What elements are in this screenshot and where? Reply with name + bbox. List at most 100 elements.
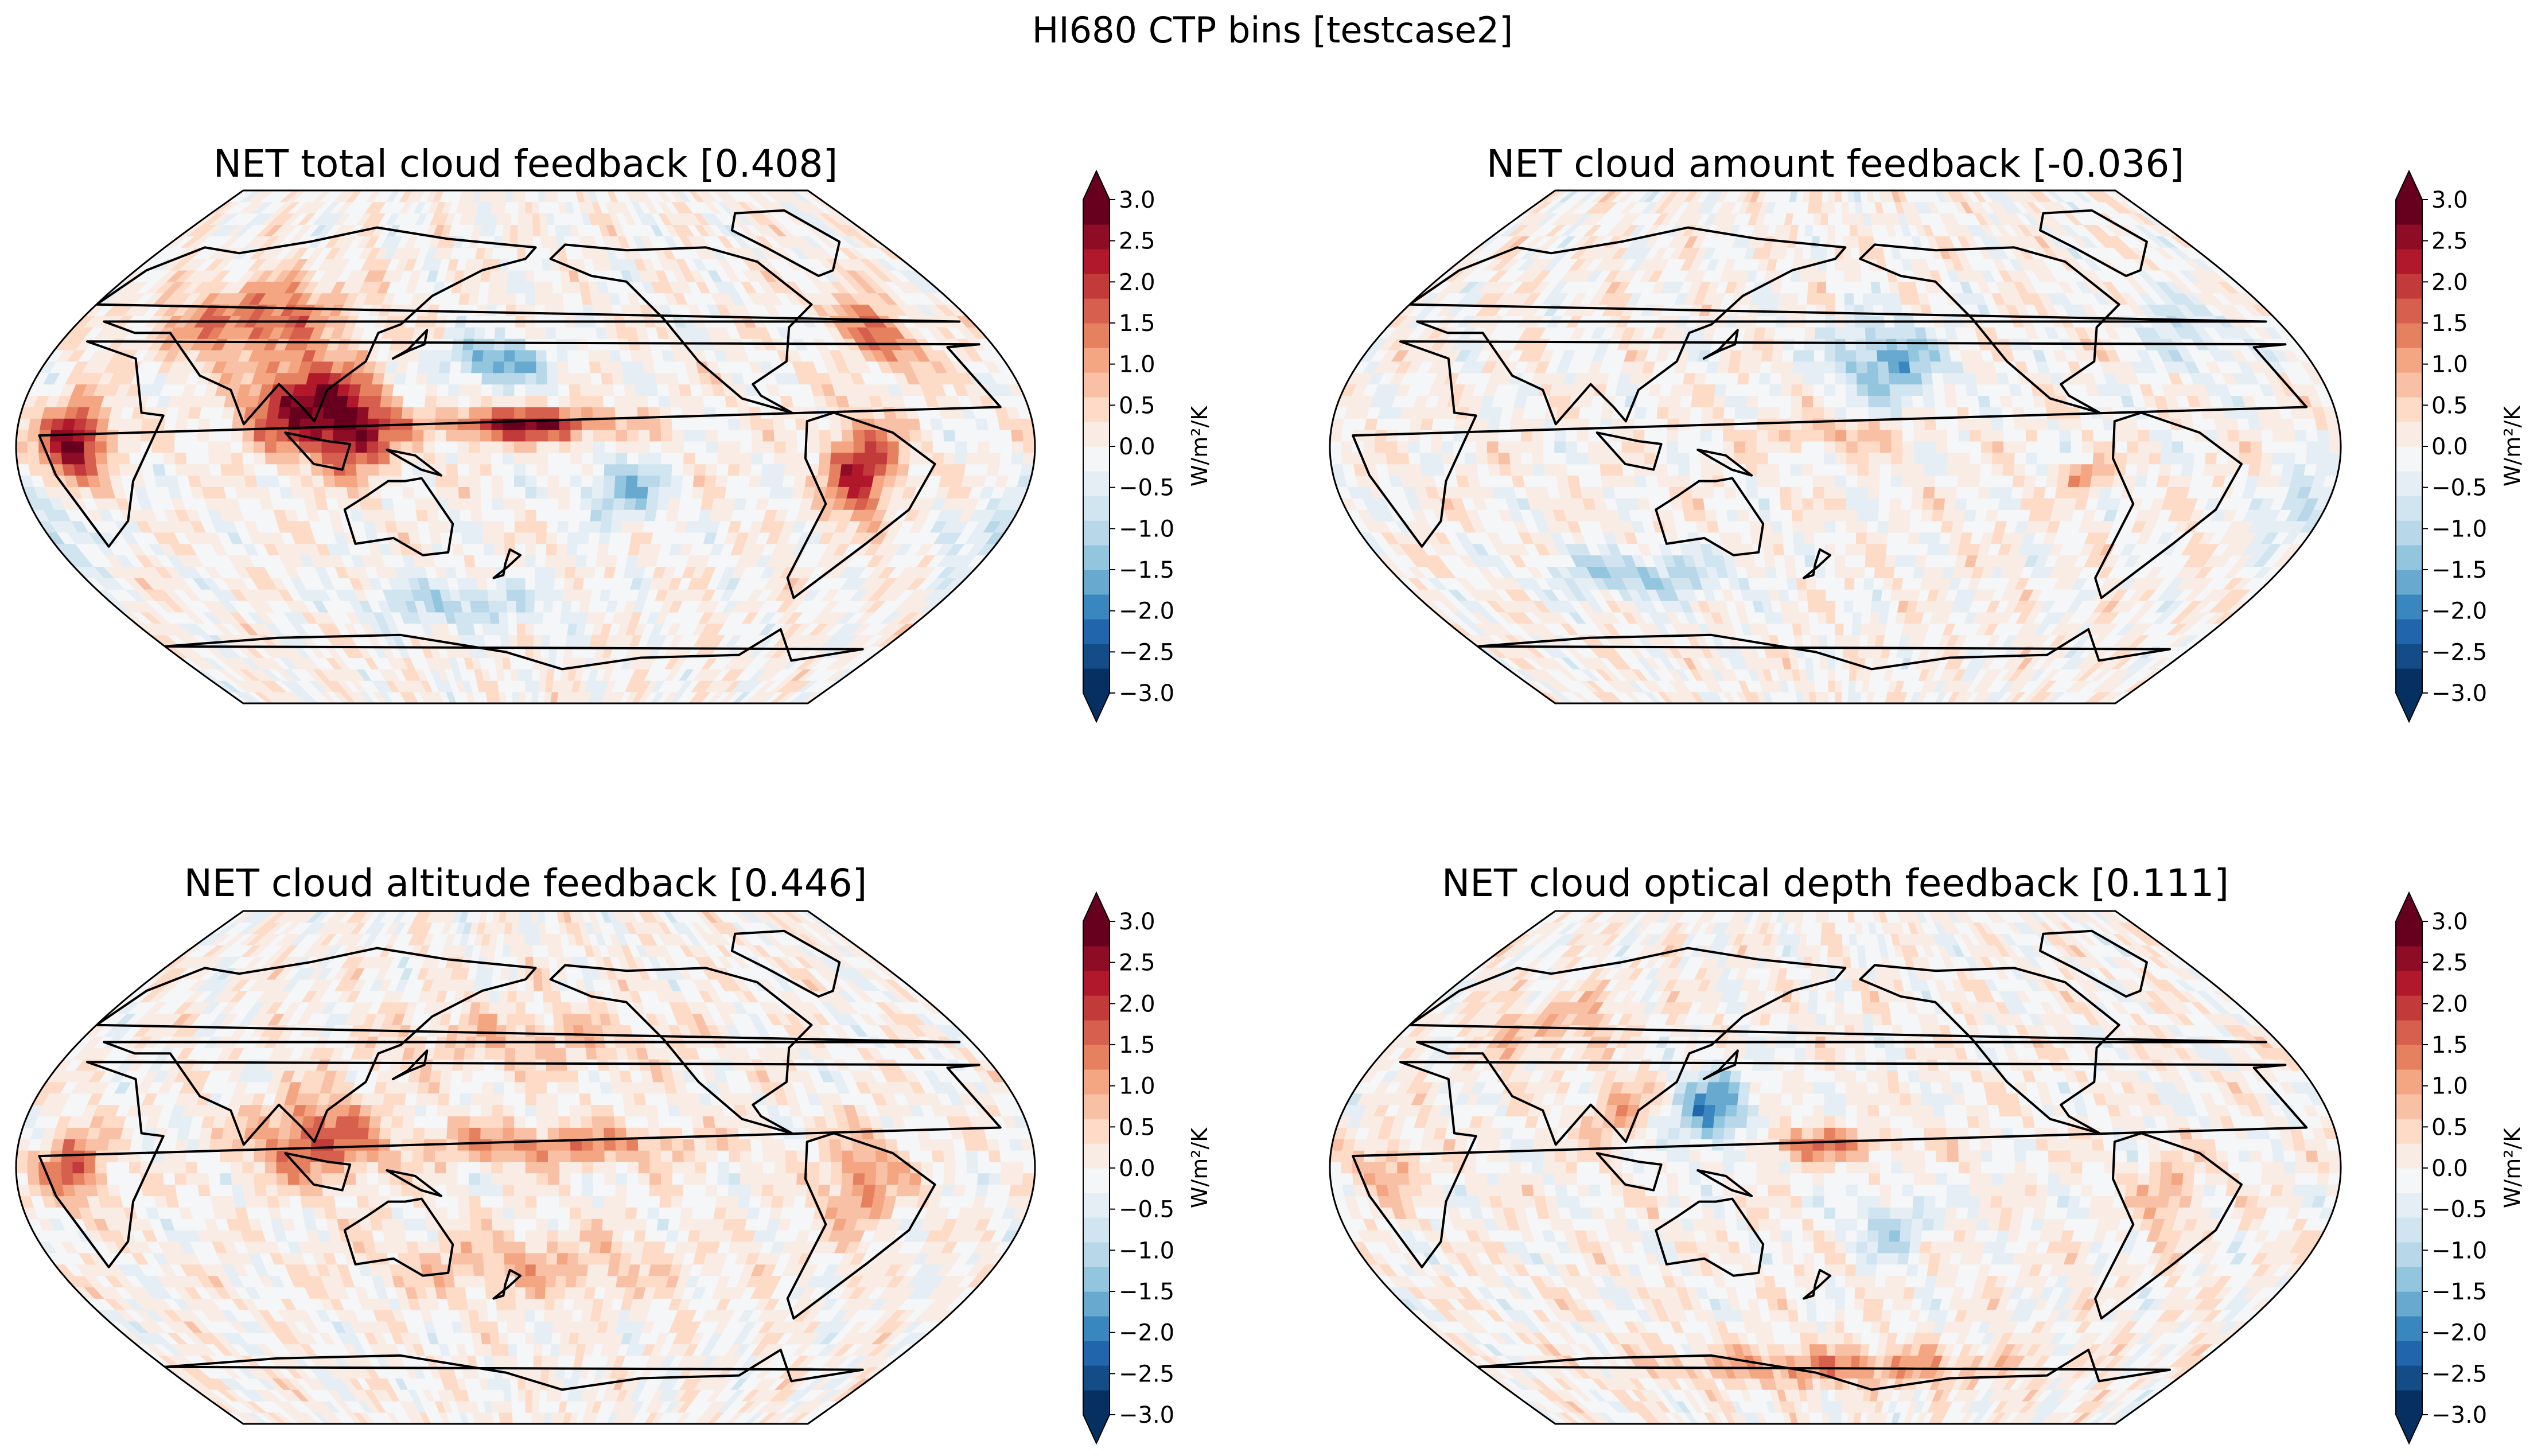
field-cell bbox=[567, 532, 579, 544]
field-cell bbox=[932, 441, 945, 453]
field-cell bbox=[598, 532, 611, 544]
field-cell bbox=[716, 464, 729, 476]
field-cell bbox=[413, 395, 426, 407]
field-cell bbox=[658, 395, 671, 407]
field-cell bbox=[302, 486, 316, 499]
field-cell bbox=[1861, 612, 1871, 624]
field-cell bbox=[457, 407, 470, 419]
field-cell bbox=[612, 509, 625, 521]
field-cell bbox=[185, 441, 198, 453]
field-cell bbox=[649, 464, 661, 476]
field-cell bbox=[713, 395, 727, 407]
field-cell bbox=[458, 589, 470, 601]
field-cell bbox=[581, 464, 594, 476]
field-cell bbox=[440, 349, 453, 362]
field-cell bbox=[536, 475, 548, 487]
field-cell bbox=[988, 452, 1002, 465]
field-cell bbox=[1841, 691, 1849, 703]
field-cell bbox=[525, 464, 538, 476]
field-cell bbox=[898, 452, 911, 465]
field-cell bbox=[118, 418, 133, 430]
field-cell bbox=[672, 452, 684, 465]
field-cell bbox=[367, 429, 379, 442]
field-cell bbox=[525, 691, 533, 703]
colorbar-unit-label: W/m²/K bbox=[1187, 406, 1212, 486]
field-cell bbox=[761, 418, 775, 430]
field-cell bbox=[525, 384, 537, 396]
field-cell bbox=[482, 520, 494, 533]
field-cell bbox=[525, 452, 538, 465]
field-cell bbox=[321, 452, 334, 465]
field-cell bbox=[446, 464, 458, 476]
field-cell bbox=[484, 555, 496, 567]
field-cell bbox=[525, 589, 536, 601]
field-cell bbox=[370, 384, 384, 396]
field-cell bbox=[517, 247, 526, 259]
field-cell bbox=[975, 464, 989, 476]
field-cell bbox=[1822, 691, 1830, 703]
field-cell bbox=[448, 372, 461, 385]
field-cell bbox=[477, 293, 489, 305]
field-cell bbox=[406, 361, 419, 373]
field-cell bbox=[851, 464, 865, 476]
field-cell bbox=[907, 464, 921, 476]
field-cell bbox=[551, 612, 562, 624]
field-cell bbox=[610, 520, 624, 533]
field-cell bbox=[570, 441, 582, 453]
field-cell bbox=[626, 418, 639, 430]
field-cell bbox=[536, 395, 548, 407]
field-cell bbox=[483, 543, 495, 556]
field-cell bbox=[513, 429, 526, 442]
field-cell bbox=[1859, 623, 1870, 636]
field-cell bbox=[954, 429, 967, 442]
field-cell bbox=[1769, 589, 1781, 601]
field-cell bbox=[853, 452, 866, 465]
field-cell bbox=[1835, 691, 1842, 703]
colorbar-under-triangle bbox=[1083, 693, 1110, 722]
field-cell bbox=[1808, 612, 1819, 624]
field-cell bbox=[335, 395, 349, 407]
field-cell bbox=[558, 407, 571, 419]
field-cell bbox=[458, 395, 470, 407]
field-cell bbox=[538, 680, 547, 692]
field-cell bbox=[622, 372, 636, 385]
field-cell bbox=[642, 361, 656, 373]
field-cell bbox=[383, 509, 396, 521]
field-cell bbox=[1844, 589, 1855, 601]
field-cell bbox=[525, 395, 537, 407]
field-cell bbox=[355, 441, 368, 453]
field-cell bbox=[276, 441, 289, 453]
field-cell bbox=[107, 464, 121, 476]
field-cell bbox=[819, 429, 832, 442]
field-cell bbox=[1853, 600, 1863, 613]
field-cell bbox=[487, 293, 499, 305]
field-cell bbox=[505, 578, 516, 590]
field-cell bbox=[541, 634, 551, 647]
field-cell bbox=[392, 498, 406, 510]
field-cell bbox=[920, 429, 933, 442]
field-cell bbox=[469, 464, 481, 476]
field-cell bbox=[502, 224, 511, 236]
field-cell bbox=[864, 452, 877, 465]
field-cell bbox=[84, 441, 96, 453]
field-cell bbox=[592, 475, 605, 487]
field-cell bbox=[532, 224, 542, 236]
field-cell bbox=[976, 429, 990, 442]
field-cell bbox=[746, 486, 761, 499]
field-cell bbox=[437, 372, 450, 385]
field-cell bbox=[368, 475, 381, 487]
field-cell bbox=[401, 464, 414, 476]
field-cell bbox=[435, 395, 449, 407]
field-cell bbox=[706, 429, 718, 442]
field-cell bbox=[515, 555, 526, 567]
field-cell bbox=[1011, 452, 1024, 465]
field-cell bbox=[885, 464, 899, 476]
field-cell bbox=[525, 338, 536, 351]
field-cell bbox=[737, 475, 751, 487]
field-cell bbox=[567, 361, 580, 373]
field-cell bbox=[535, 349, 547, 362]
field-cell bbox=[542, 623, 552, 636]
field-cell bbox=[853, 429, 866, 442]
field-cell bbox=[558, 384, 570, 396]
field-cell bbox=[488, 600, 499, 613]
